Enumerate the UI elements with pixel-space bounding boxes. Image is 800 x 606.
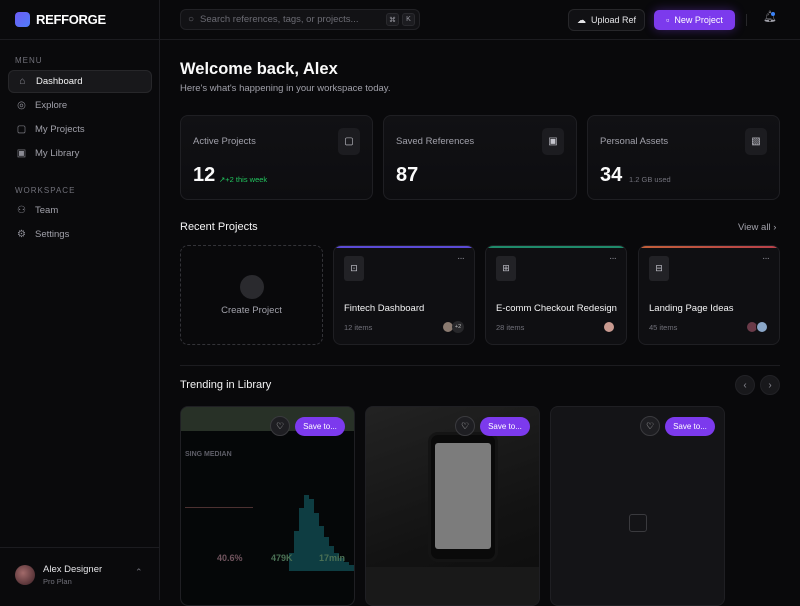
photo-bar <box>294 530 299 571</box>
new-project-button[interactable]: ▫ New Project <box>654 10 735 30</box>
carousel-next-button[interactable]: › <box>760 375 780 395</box>
plus-icon <box>240 275 264 299</box>
photo-bar <box>299 508 304 571</box>
stat-trend: ↗+2 this week <box>219 175 268 184</box>
accent-bar <box>486 246 626 248</box>
save-to-button[interactable]: Save to... <box>295 417 345 436</box>
save-to-button[interactable]: Save to... <box>480 417 530 436</box>
photo-bar <box>309 499 314 571</box>
project-card[interactable]: ⊡ ··· Fintech Dashboard 12 items +2 <box>333 245 475 345</box>
bookmark-icon: ▣ <box>542 128 564 155</box>
photo-bar <box>319 526 324 571</box>
project-card[interactable]: ⊟ ··· Landing Page Ideas 45 items <box>638 245 780 345</box>
image-icon: ▧ <box>745 128 767 155</box>
sidebar-item-settings[interactable]: ⚙ Settings <box>17 229 70 240</box>
folder-icon: ▢ <box>338 128 360 155</box>
sidebar-item-my-library[interactable]: ▣ My Library <box>16 148 80 159</box>
logo[interactable]: REFFORGE <box>15 12 106 27</box>
trending-title: Trending in Library <box>180 379 272 391</box>
divider <box>0 39 160 40</box>
user-menu[interactable]: Alex Designer Pro Plan ⌃ <box>0 547 160 600</box>
photo-bar <box>304 494 309 571</box>
compass-icon: ◎ <box>17 100 26 111</box>
avatar <box>15 565 35 585</box>
search-icon: ○ <box>188 14 195 25</box>
heart-icon[interactable]: ♡ <box>640 416 660 436</box>
stat-note: 1.2 GB used <box>629 175 671 184</box>
view-all-link[interactable]: View all › <box>738 222 777 233</box>
trending-card[interactable]: ♡ Save to... <box>550 406 725 606</box>
sidebar-item-my-projects[interactable]: ▢ My Projects <box>16 124 85 135</box>
avatar <box>603 321 615 333</box>
project-icon: ⊡ <box>344 256 364 281</box>
extra-members-badge: +2 <box>452 321 464 333</box>
photo-bar <box>324 536 329 571</box>
carousel-prev-button[interactable]: ‹ <box>735 375 755 395</box>
histogram <box>289 481 354 571</box>
photo-bar <box>329 545 334 571</box>
recent-projects-title: Recent Projects <box>180 221 258 233</box>
heart-icon[interactable]: ♡ <box>455 416 475 436</box>
project-icon: ⊟ <box>649 256 669 281</box>
photo-bar <box>339 558 344 571</box>
analytics-dashboard-photo: SING MEDIAN 40.6% 479K 17min <box>181 431 354 605</box>
sidebar: REFFORGE MENU ⌂ Dashboard ◎ Explore ▢ My Pr… <box>0 0 160 600</box>
sidebar-item-dashboard[interactable]: ⌂ Dashboard <box>8 70 152 93</box>
upload-ref-button[interactable]: ☁ Upload Ref <box>568 9 645 31</box>
library-icon: ▣ <box>16 148 27 159</box>
divider <box>180 365 780 366</box>
folder-icon: ▢ <box>16 124 27 135</box>
users-icon: ⚇ <box>17 205 26 216</box>
create-project-card[interactable]: Create Project <box>180 245 323 345</box>
page-subtitle: Here's what's happening in your workspac… <box>180 83 391 94</box>
page-title: Welcome back, Alex <box>180 60 338 78</box>
folder-plus-icon: ▫ <box>666 15 670 25</box>
more-icon[interactable]: ··· <box>457 253 465 264</box>
trending-card[interactable]: SING MEDIAN 40.6% 479K 17min ♡ Save to..… <box>180 406 355 606</box>
kbd-k: K <box>402 13 415 26</box>
kbd-cmd: ⌘ <box>386 13 399 26</box>
sidebar-item-team[interactable]: ⚇ Team <box>17 205 59 216</box>
heart-icon[interactable]: ♡ <box>270 416 290 436</box>
project-card[interactable]: ⊞ ··· E-comm Checkout Redesign 28 items <box>485 245 627 345</box>
stat-card-active-projects: Active Projects ▢ 12 ↗+2 this week <box>180 115 373 200</box>
more-icon[interactable]: ··· <box>609 253 617 264</box>
trending-card[interactable]: ♡ Save to... <box>365 406 540 606</box>
logo-icon <box>15 12 30 27</box>
cloud-upload-icon: ☁ <box>576 14 586 25</box>
home-icon: ⌂ <box>19 76 26 87</box>
bell-icon[interactable]: 🔔︎ <box>763 11 777 23</box>
workspace-label: WORKSPACE <box>15 186 76 195</box>
stat-card-personal-assets: Personal Assets ▧ 34 1.2 GB used <box>587 115 780 200</box>
image-placeholder-icon <box>629 514 647 532</box>
photo-bar <box>349 564 354 571</box>
accent-bar <box>639 246 779 248</box>
search-input[interactable]: ○ Search references, tags, or projects..… <box>180 9 420 30</box>
sidebar-item-explore[interactable]: ◎ Explore <box>17 100 68 111</box>
gear-icon: ⚙ <box>17 229 26 240</box>
avatar <box>756 321 768 333</box>
accent-bar <box>334 246 474 248</box>
user-plan: Pro Plan <box>43 577 72 586</box>
more-icon[interactable]: ··· <box>762 253 770 264</box>
photo-bar <box>314 512 319 571</box>
photo-bar <box>334 553 339 571</box>
user-name: Alex Designer <box>43 564 103 575</box>
photo-bar <box>344 562 349 571</box>
menu-label: MENU <box>15 56 43 65</box>
stat-card-saved-references: Saved References ▣ 87 <box>383 115 577 200</box>
chevron-up-icon[interactable]: ⌃ <box>135 567 143 577</box>
save-to-button[interactable]: Save to... <box>665 417 715 436</box>
top-bar: ○ Search references, tags, or projects..… <box>160 0 800 40</box>
project-icon: ⊞ <box>496 256 516 281</box>
photo-bar <box>289 553 294 571</box>
notification-dot <box>771 12 775 16</box>
divider <box>746 14 747 26</box>
